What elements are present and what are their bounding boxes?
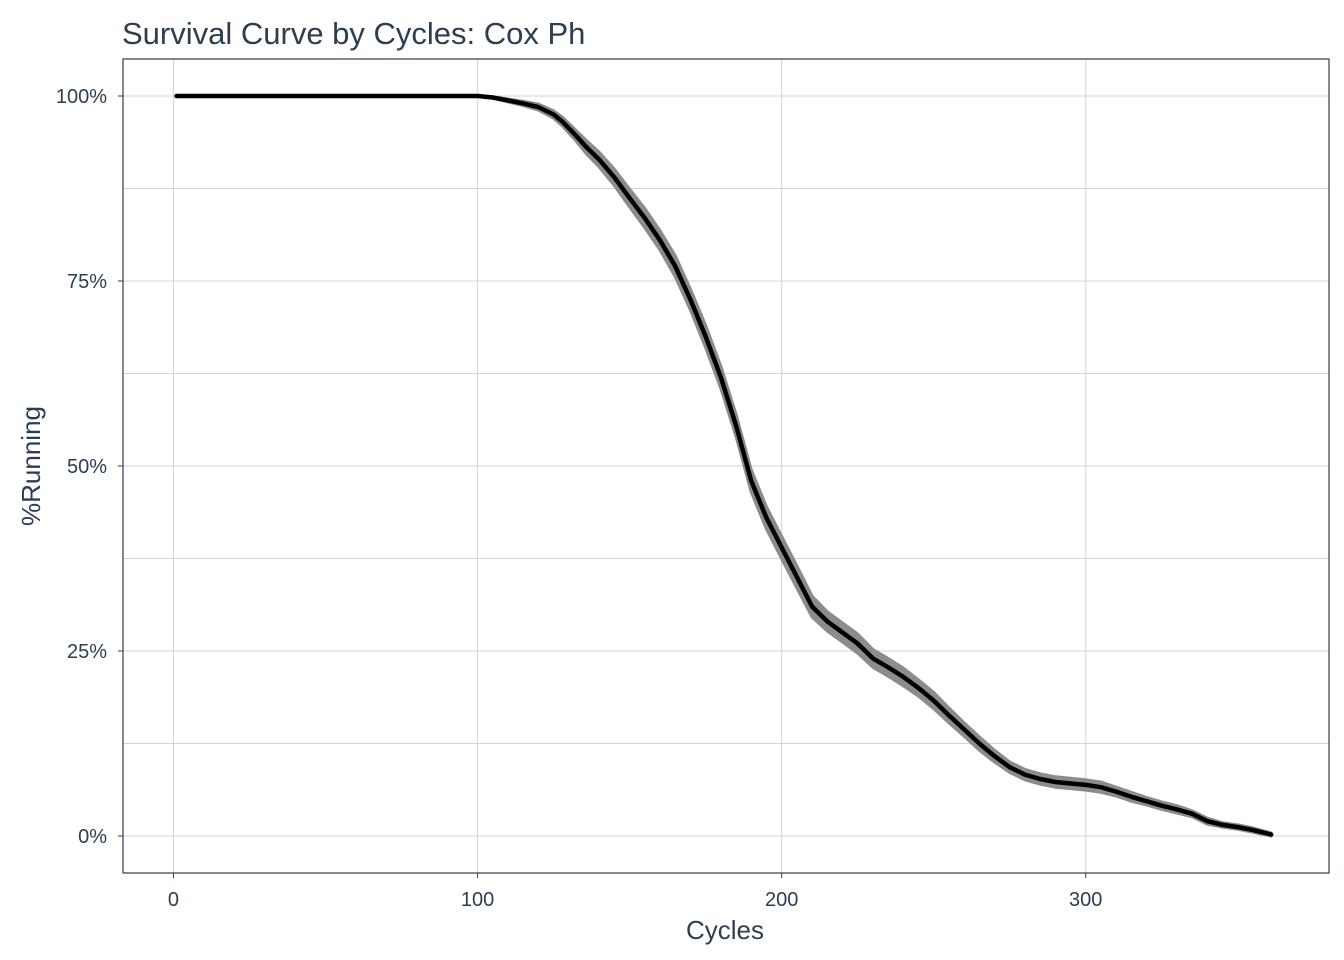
survival-line (174, 93, 1274, 837)
x-tick-label: 200 (765, 889, 798, 911)
x-axis-title: Cycles (686, 915, 764, 945)
x-tick-label: 0 (168, 889, 179, 911)
y-axis-title: %Running (16, 406, 46, 526)
axis-layer: 0% 25% 50% 75% 100% 0 100 200 300 (56, 58, 1330, 911)
x-tick-label: 100 (461, 889, 494, 911)
y-tick-label: 25% (67, 641, 107, 663)
y-tick-label: 100% (56, 86, 107, 108)
x-tick-label: 300 (1069, 889, 1102, 911)
survival-line-layer (174, 93, 1274, 837)
y-tick-label: 50% (67, 456, 107, 478)
y-tick-label: 75% (67, 271, 107, 293)
y-tick-label: 0% (78, 826, 107, 848)
chart-title: Survival Curve by Cycles: Cox Ph (122, 16, 585, 51)
grid-layer (123, 59, 1329, 873)
